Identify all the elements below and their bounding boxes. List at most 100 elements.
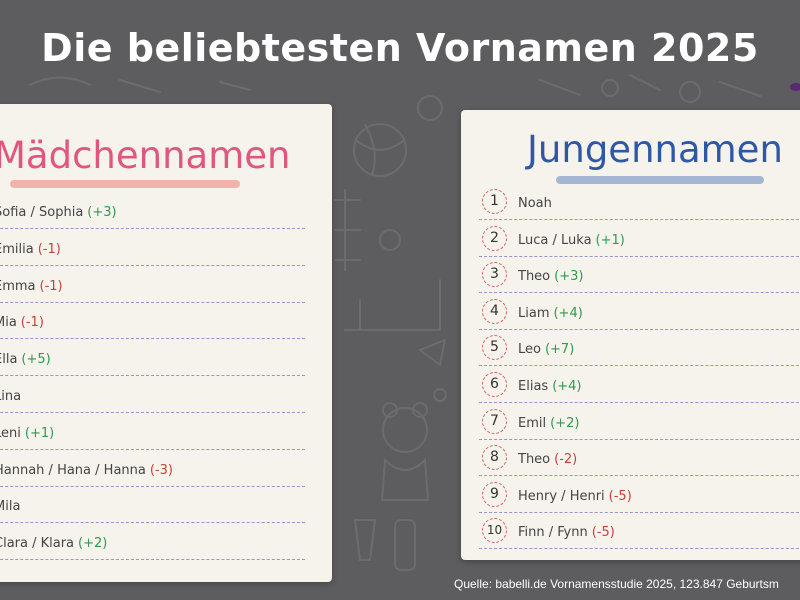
name-text: Lina bbox=[0, 389, 21, 404]
list-item: 9 Henry / Henri (-5) bbox=[479, 476, 800, 513]
rank-badge: 5 bbox=[482, 335, 507, 361]
name-label: Luca / Luka bbox=[518, 232, 592, 248]
list-item: 10 Finn / Fynn (-5) bbox=[479, 512, 800, 550]
rank-change: (-1) bbox=[37, 241, 61, 257]
rank-change: (-5) bbox=[608, 488, 632, 504]
list-item: 5 Leo (+7) bbox=[479, 329, 800, 367]
rank-change: (-1) bbox=[39, 278, 63, 294]
name-text: Luca / Luka (+1) bbox=[518, 233, 625, 248]
rank-change: (+5) bbox=[21, 352, 51, 368]
name-label: Elias bbox=[518, 379, 549, 394]
boys-names-card: Jungennamen 1 Noah 2 Luca / Luka (+1) 3 Theo (+… bbox=[461, 110, 800, 560]
rank-change: (+4) bbox=[552, 379, 582, 394]
bottle-icon bbox=[394, 519, 416, 571]
name-text: Mia(-1) bbox=[0, 315, 44, 330]
teddy-bear-icon bbox=[382, 407, 428, 453]
list-item: 3 Theo (+3) bbox=[479, 256, 800, 294]
source-caption: Quelle: babelli.de Vornamensstudie 2025,… bbox=[454, 577, 779, 591]
list-item: 7 Emil (+2) bbox=[479, 403, 800, 440]
rank-badge: 3 bbox=[482, 262, 507, 288]
rank-badge: 1 bbox=[482, 189, 507, 214]
decorative-dot bbox=[790, 83, 800, 91]
name-label: Emil bbox=[518, 415, 547, 431]
girls-names-card: Mädchennamen Sofia / Sophia(+3)Emilia(-1… bbox=[0, 104, 332, 582]
name-label: Lina bbox=[0, 389, 22, 404]
name-label: Liam bbox=[518, 305, 550, 321]
name-text: Ella(+5) bbox=[0, 352, 51, 367]
crib-icon bbox=[334, 189, 361, 271]
rank-badge: 4 bbox=[482, 298, 507, 324]
name-label: Emilia bbox=[0, 241, 34, 257]
list-item: 8 Theo (-2) bbox=[479, 439, 800, 477]
list-item: Clara / Klara (+2) bbox=[0, 523, 305, 561]
rank-change: (+2) bbox=[78, 536, 108, 552]
name-label: Finn / Fynn bbox=[518, 525, 588, 541]
list-item: Mia(-1) bbox=[0, 302, 305, 340]
name-text: Emma(-1) bbox=[0, 279, 63, 294]
list-item: 2 Luca / Luka (+1) bbox=[479, 220, 800, 257]
rank-change: (-5) bbox=[591, 525, 615, 541]
star-icon bbox=[417, 338, 447, 367]
rank-change: (-2) bbox=[554, 452, 578, 468]
list-item: Mila bbox=[0, 486, 305, 524]
list-item: Ella(+5) bbox=[0, 339, 305, 377]
rank-badge: 7 bbox=[482, 408, 507, 434]
name-label: Hannah / Hana / Hanna bbox=[0, 462, 146, 478]
rank-change: (+7) bbox=[544, 342, 575, 358]
name-text: Leni(+1) bbox=[0, 426, 54, 441]
list-item: 6 Elias (+4) bbox=[479, 366, 800, 403]
list-item: Lina bbox=[0, 376, 305, 413]
name-label: Emma bbox=[0, 278, 36, 294]
name-text: Noah bbox=[518, 196, 552, 211]
name-text: Emilia(-1) bbox=[0, 242, 61, 257]
rank-change: (+4) bbox=[553, 305, 583, 321]
name-label: Mila bbox=[0, 499, 21, 515]
name-text: Theo (+3) bbox=[518, 269, 583, 284]
rank-change: (+2) bbox=[550, 415, 580, 431]
name-text: Clara / Klara (+2) bbox=[0, 536, 107, 551]
name-text: Elias (+4) bbox=[518, 379, 582, 394]
list-item: Hannah / Hana / Hanna (-3) bbox=[0, 450, 305, 487]
rank-badge: 10 bbox=[482, 518, 507, 544]
name-text: Leo (+7) bbox=[518, 342, 574, 357]
boys-heading: Jungennamen bbox=[527, 128, 783, 171]
name-text: Mila bbox=[0, 499, 20, 514]
rank-change: (+3) bbox=[87, 205, 117, 220]
list-item: Emma(-1) bbox=[0, 266, 305, 303]
name-label: Leo bbox=[518, 342, 541, 358]
name-text: Sofia / Sophia (+3) bbox=[0, 205, 117, 220]
name-text: Theo (-2) bbox=[518, 452, 577, 467]
rank-change: (-3) bbox=[149, 462, 173, 478]
ball-icon bbox=[353, 123, 407, 177]
rank-change: (+1) bbox=[595, 232, 625, 248]
page-title: Die beliebtesten Vornamen 2025 bbox=[41, 26, 759, 70]
list-item: 4 Liam (+4) bbox=[479, 293, 800, 330]
name-label: Ella bbox=[0, 352, 18, 368]
rank-badge: 2 bbox=[482, 225, 507, 251]
name-text: Henry / Henri (-5) bbox=[518, 489, 632, 504]
rank-change: (+3) bbox=[554, 269, 584, 285]
boys-heading-underline bbox=[556, 176, 764, 184]
list-item: Leni(+1) bbox=[0, 413, 305, 450]
rank-change: (-1) bbox=[20, 315, 44, 331]
name-label: Mia bbox=[0, 315, 17, 331]
list-item: Emilia(-1) bbox=[0, 229, 305, 266]
list-item: Sofia / Sophia (+3) bbox=[0, 192, 305, 229]
name-label: Theo bbox=[518, 269, 551, 285]
name-label: Noah bbox=[518, 196, 552, 211]
name-text: Finn / Fynn (-5) bbox=[518, 525, 615, 540]
name-label: Clara / Klara bbox=[0, 536, 75, 552]
girls-heading: Mädchennamen bbox=[0, 134, 291, 177]
name-label: Theo bbox=[518, 452, 551, 468]
name-label: Henry / Henri bbox=[518, 488, 605, 504]
name-text: Liam (+4) bbox=[518, 306, 583, 321]
girls-heading-underline bbox=[10, 180, 240, 188]
list-item: 1 Noah bbox=[479, 183, 800, 220]
rank-badge: 8 bbox=[482, 445, 507, 471]
name-text: Hannah / Hana / Hanna (-3) bbox=[0, 463, 173, 478]
name-label: Leni bbox=[0, 425, 21, 441]
rank-badge: 9 bbox=[482, 481, 507, 507]
name-text: Emil (+2) bbox=[518, 416, 579, 431]
rank-badge: 6 bbox=[482, 372, 507, 397]
